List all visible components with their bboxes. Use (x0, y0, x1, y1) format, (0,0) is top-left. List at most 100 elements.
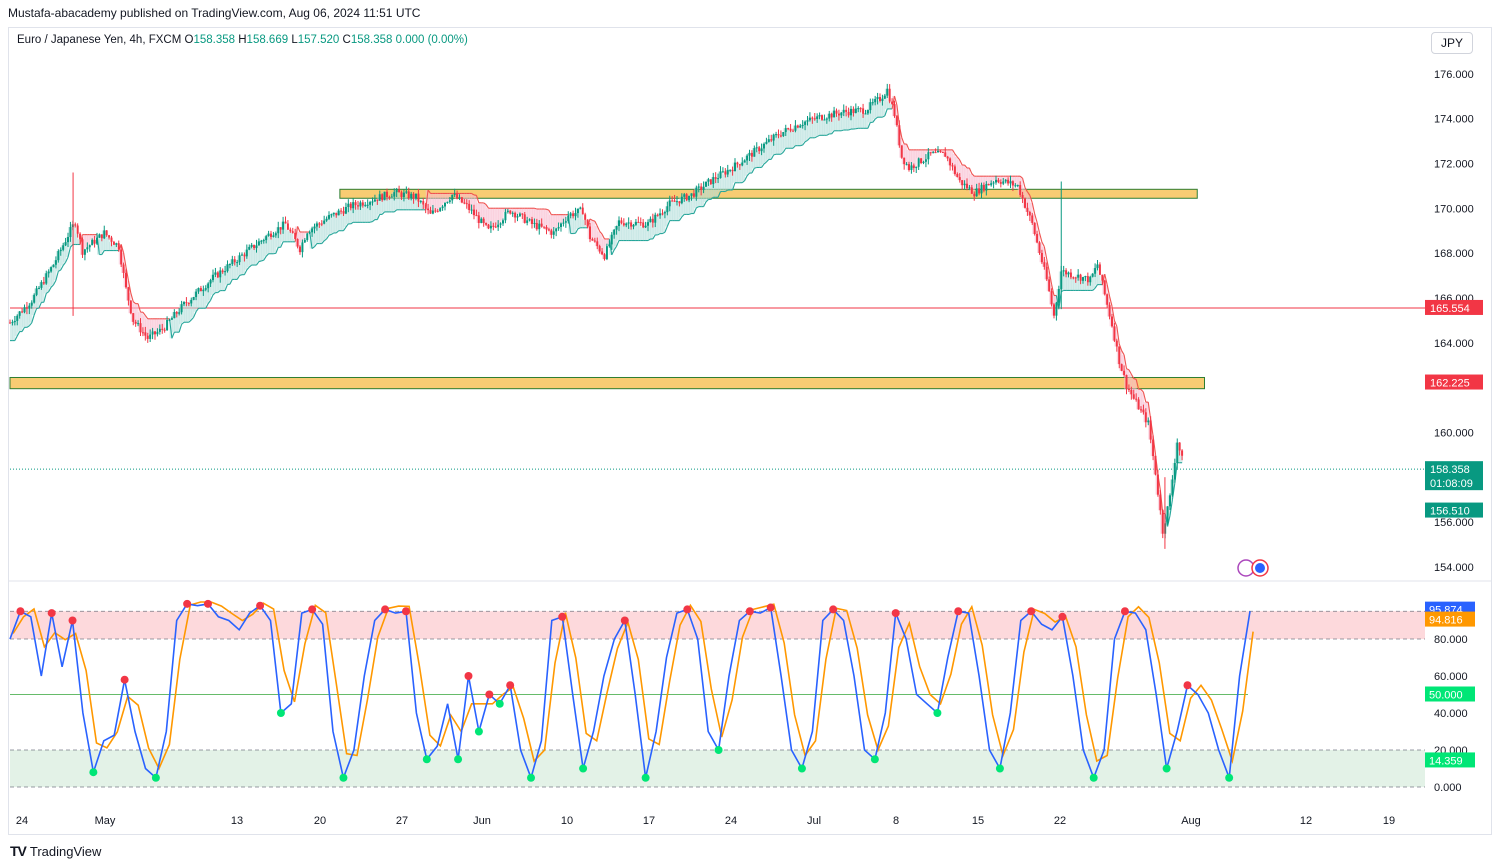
candle-body (908, 164, 910, 171)
trend-line-segment (1121, 350, 1125, 356)
trend-cloud-segment (249, 244, 253, 266)
candle-body (748, 152, 751, 156)
trend-cloud-segment (365, 204, 369, 223)
trend-cloud-segment (1078, 280, 1082, 291)
time-axis-tick: 24 (16, 815, 28, 827)
time-axis-tick: Jun (473, 815, 491, 827)
time-axis-tick: 13 (231, 815, 243, 827)
candle-body (146, 335, 149, 339)
trend-cloud-segment (1090, 273, 1094, 291)
low-label: L (291, 34, 298, 46)
trend-cloud-segment (933, 149, 937, 153)
trend-cloud-segment (77, 239, 81, 245)
trend-line-segment (956, 156, 961, 161)
sell-signal-dot (1058, 612, 1067, 621)
sell-signal-dot (401, 607, 410, 616)
candle-body (422, 201, 425, 205)
trend-cloud-segment (843, 111, 847, 131)
trend-cloud-segment (749, 156, 753, 174)
candle-body (763, 143, 765, 149)
candle-body (1024, 198, 1026, 208)
trend-cloud-segment (285, 229, 289, 242)
candle-body (555, 228, 558, 232)
candle-body (644, 225, 647, 228)
candle-body (1111, 316, 1113, 327)
candle-body (497, 224, 500, 228)
candle-body (151, 331, 154, 335)
candle-body (192, 297, 195, 300)
candle-body (934, 152, 937, 154)
candle-body (342, 211, 345, 214)
trend-line-segment (594, 220, 598, 227)
trend-cloud-segment (1066, 272, 1069, 291)
candle-body (937, 150, 939, 153)
trend-cloud-segment (338, 211, 342, 231)
trend-line-segment (1024, 187, 1028, 193)
trend-line-segment (205, 303, 209, 309)
trend-line-segment (144, 315, 149, 320)
candle-body (799, 125, 802, 128)
candle-body (311, 228, 314, 233)
candle-body (956, 174, 959, 178)
candle-body (301, 242, 304, 253)
trend-cloud-segment (744, 155, 748, 176)
sell-signal-dot (558, 612, 567, 621)
trend-line-segment (773, 153, 777, 156)
buy-signal-dot (454, 755, 463, 764)
trend-cloud-segment (764, 141, 767, 163)
trend-cloud-segment (1121, 354, 1125, 375)
trend-cloud-segment (449, 193, 453, 195)
trend-line-segment (328, 233, 332, 236)
trend-cloud-segment (442, 193, 446, 203)
candle-body (180, 304, 183, 313)
trend-cloud-segment (822, 119, 825, 136)
candle-body (775, 134, 778, 136)
trend-cloud-segment (416, 201, 419, 210)
trend-line-segment (246, 266, 250, 271)
candle-body (369, 202, 372, 205)
candle-body (666, 206, 669, 213)
trend-line-segment (168, 318, 173, 339)
trend-cloud-segment (150, 318, 154, 332)
candle-body (982, 184, 985, 191)
trend-line-segment (1046, 259, 1050, 272)
trend-line-segment (50, 284, 54, 288)
trend-cloud-segment (565, 214, 569, 216)
trend-cloud-segment (217, 270, 221, 291)
candle-body (801, 124, 804, 126)
candle-body (465, 203, 468, 205)
candle-body (1178, 442, 1181, 451)
trend-line-segment (826, 133, 830, 136)
candle-body (470, 209, 473, 211)
currency-button[interactable]: JPY (1431, 32, 1473, 54)
candle-body (294, 232, 297, 240)
trend-cloud-segment (1177, 450, 1181, 463)
time-axis-tick: 12 (1300, 815, 1312, 827)
trend-line-segment (841, 129, 844, 132)
trend-line-segment (130, 292, 134, 302)
candle-body (997, 179, 1000, 183)
trend-cloud-segment (718, 171, 721, 192)
candle-body (50, 267, 53, 272)
trend-cloud-segment (278, 229, 282, 248)
candle-body (366, 204, 369, 206)
candle-body (93, 239, 96, 244)
candle-body (813, 118, 816, 120)
trend-line-segment (485, 204, 489, 209)
candle-body (436, 210, 439, 212)
candle-body (332, 212, 335, 215)
sell-signal-dot (203, 599, 212, 608)
trend-line-segment (1116, 326, 1120, 345)
trend-line-segment (652, 234, 656, 240)
trend-cloud-segment (1068, 277, 1072, 291)
trend-cloud-segment (991, 176, 995, 183)
sell-signal-dot (308, 605, 317, 614)
trend-line-segment (1038, 232, 1043, 243)
candle-body (992, 182, 995, 184)
price-axis-tick: 168.000 (1434, 248, 1474, 260)
trend-line-segment (62, 261, 67, 266)
candle-body (1038, 242, 1041, 254)
candle-body (219, 270, 222, 278)
trend-cloud-segment (188, 299, 192, 321)
